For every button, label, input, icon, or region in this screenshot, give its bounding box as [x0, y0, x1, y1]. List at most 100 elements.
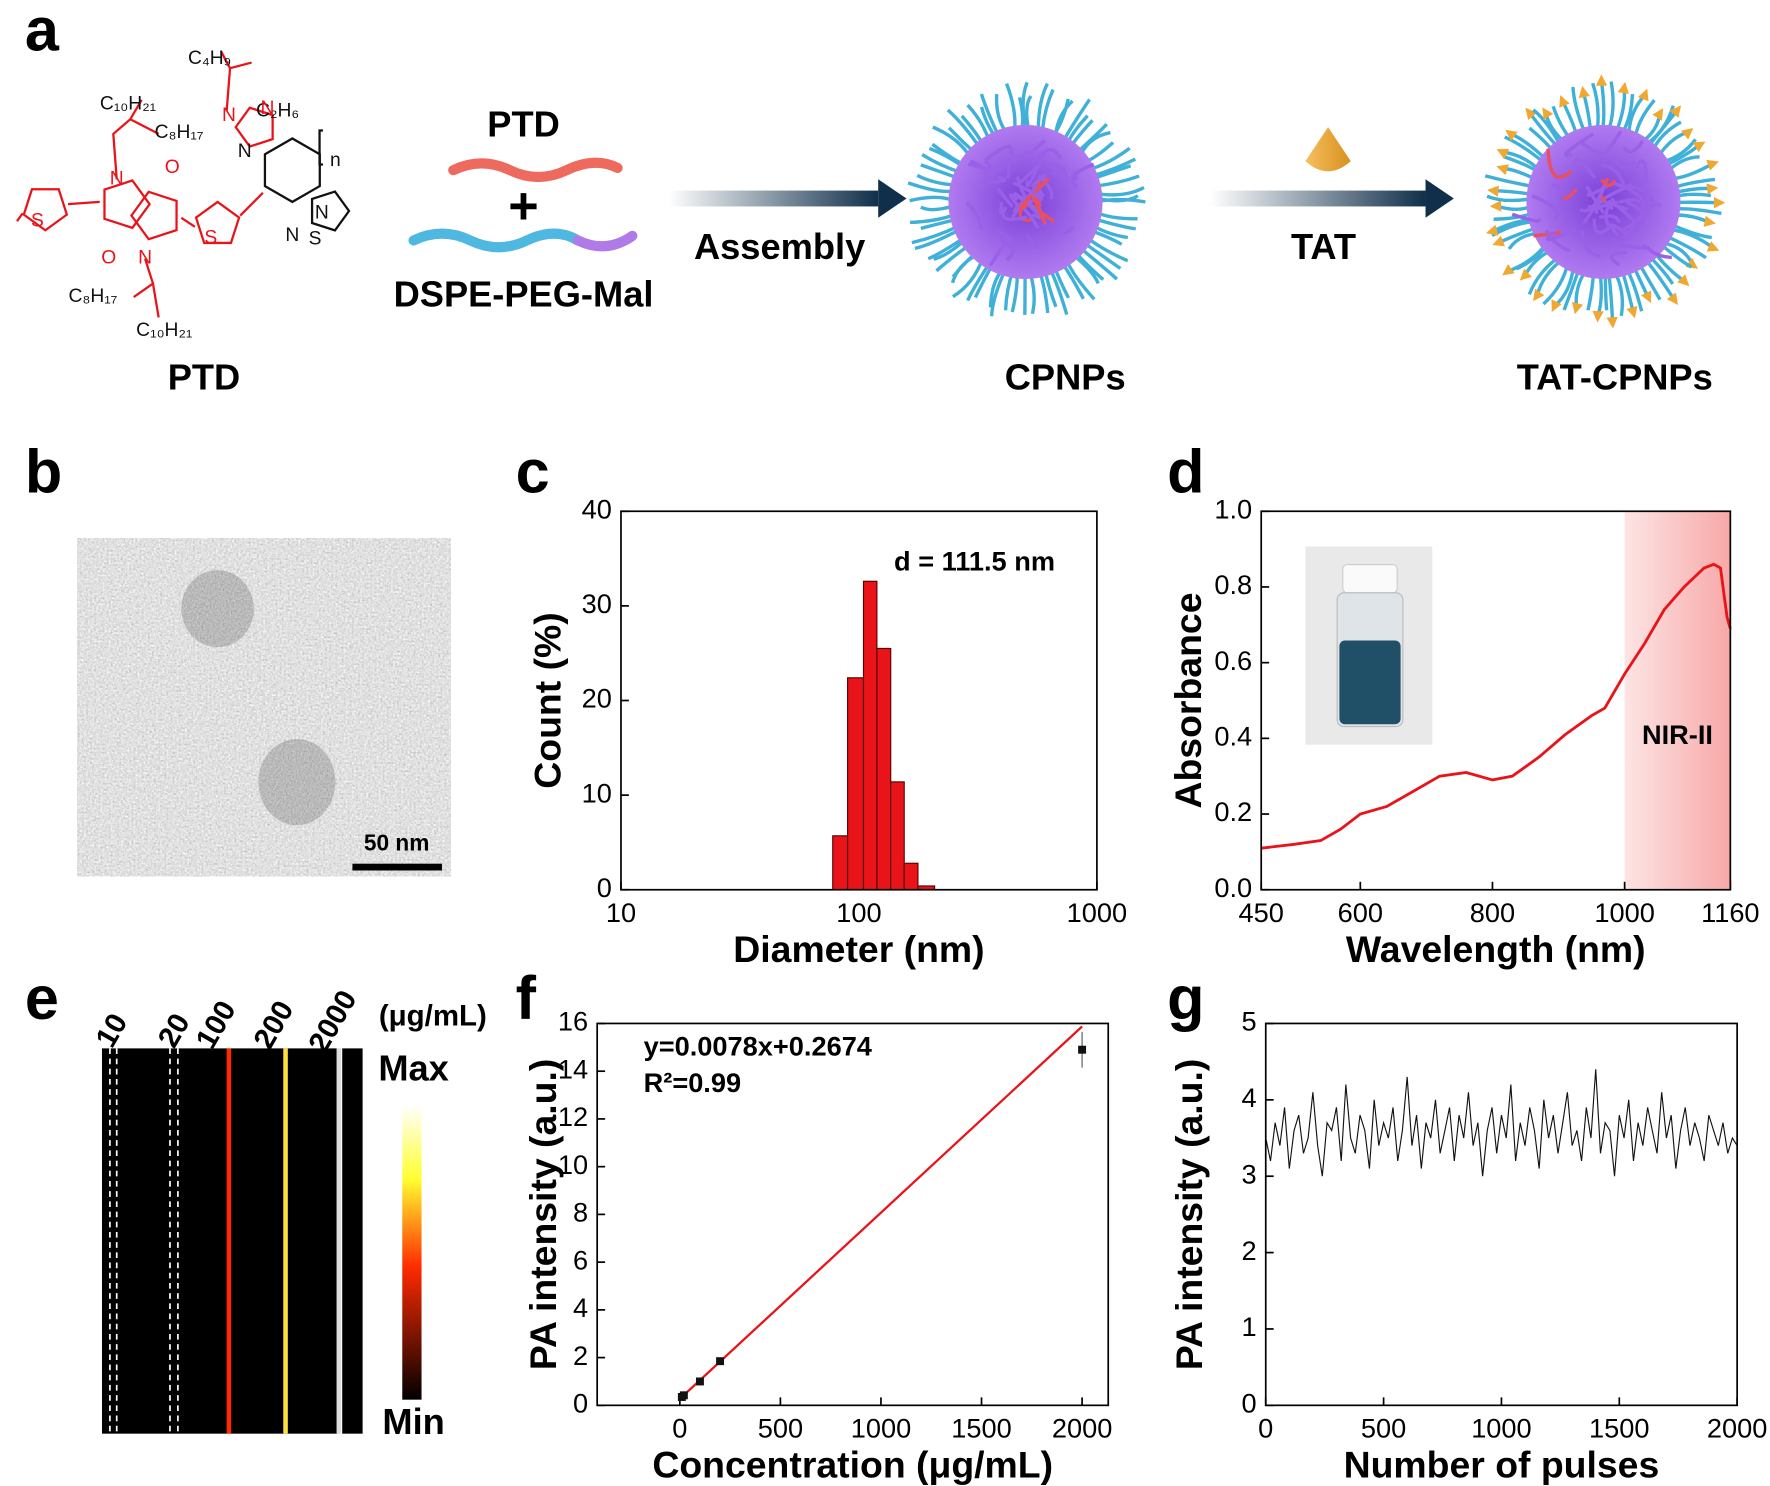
- label: Number of pulses: [1344, 1444, 1660, 1486]
- label: TAT-CPNPs: [1517, 356, 1713, 397]
- point: [679, 1391, 688, 1400]
- label: Count (%): [527, 612, 569, 788]
- core-strand: [996, 229, 1013, 243]
- label: N: [285, 225, 299, 246]
- tat-peptide: [1502, 264, 1515, 276]
- core-strand: [1626, 200, 1644, 223]
- point: [695, 1377, 704, 1386]
- label: N: [110, 168, 124, 189]
- core-strand: [1622, 139, 1645, 154]
- panel-label: e: [25, 964, 59, 1032]
- core-strand: [998, 201, 1004, 215]
- core-strand: [1033, 196, 1047, 225]
- core-strand: [1001, 206, 1028, 221]
- core-strand: [1618, 198, 1641, 204]
- y-tick-label: 0.4: [1214, 721, 1252, 752]
- label: Max: [378, 1048, 449, 1089]
- label: Concentration (μg/mL): [652, 1444, 1053, 1486]
- label: Assembly: [694, 226, 865, 267]
- line: [1261, 562, 1732, 850]
- x-tick-label: 600: [1338, 897, 1383, 928]
- y-tick-label: 6: [573, 1244, 588, 1275]
- core-strand: [1059, 224, 1076, 235]
- panel-label: f: [516, 964, 537, 1032]
- tat-peptide: [1713, 197, 1726, 209]
- peg-chain: [1606, 81, 1615, 133]
- panel-label: c: [516, 437, 550, 505]
- tat-peptide: [1706, 241, 1720, 252]
- x-tick-label: 1160: [1701, 897, 1759, 928]
- arrow: [1210, 190, 1426, 207]
- ring: [22, 188, 69, 232]
- core-strand: [1005, 156, 1011, 180]
- plot-frame: [1264, 1022, 1738, 1407]
- bond: [219, 50, 232, 112]
- core-strand: [1635, 202, 1662, 222]
- line: [1265, 1069, 1738, 1177]
- label: 2000: [302, 985, 363, 1058]
- y-tick-label: 8: [573, 1197, 588, 1228]
- core-strand: [989, 155, 1021, 177]
- x-tick-label: 0: [1258, 1412, 1273, 1443]
- label: Min: [382, 1401, 444, 1442]
- label: N: [222, 105, 236, 126]
- core-strand: [1050, 163, 1070, 184]
- peg-strand: [408, 228, 584, 253]
- core-strand: [1595, 130, 1623, 159]
- label: O: [101, 248, 116, 269]
- label: S: [309, 228, 322, 249]
- x-tick-label: 1500: [1589, 1412, 1649, 1443]
- tat-peptide: [1559, 95, 1570, 108]
- tat-peptide: [1505, 129, 1518, 142]
- label: y=0.0078x+0.2674: [644, 1031, 872, 1062]
- arrow-head: [1425, 179, 1454, 218]
- peg-chain: [1612, 270, 1625, 317]
- y-tick-label: 12: [558, 1101, 588, 1132]
- panel-label: d: [1167, 437, 1204, 505]
- core-strand: [1531, 194, 1559, 220]
- label: C₁₀H₂₁: [136, 320, 192, 341]
- core-strand: [1604, 197, 1615, 227]
- bar: [832, 835, 849, 891]
- core-strand: [983, 144, 1013, 163]
- core-strand: [1001, 242, 1016, 262]
- core-strand: [1625, 184, 1655, 203]
- bond: [129, 118, 160, 135]
- label: +: [508, 178, 538, 236]
- tat-peptide: [1551, 299, 1562, 313]
- core-strand: [1037, 174, 1054, 200]
- y-tick-label: 2: [573, 1340, 588, 1371]
- bond: [151, 283, 160, 318]
- peg-chain: [1673, 206, 1722, 216]
- label: DSPE-PEG-Mal: [394, 274, 654, 315]
- label: Wavelength (nm): [1346, 928, 1646, 970]
- x-tick-label: 100: [836, 897, 881, 928]
- bond: [16, 212, 24, 222]
- core-strand: [1580, 230, 1602, 258]
- tem-particle: [258, 739, 336, 826]
- bond: [67, 200, 100, 206]
- tat-peptide: [1626, 306, 1638, 319]
- bar: [847, 677, 865, 891]
- y-tick-label: 0.6: [1214, 645, 1252, 676]
- tat-peptide: [1706, 183, 1719, 195]
- label: NIR-II: [1642, 719, 1713, 750]
- tat-peptide: [1533, 288, 1545, 302]
- label: PTD: [487, 104, 560, 145]
- ring: [310, 190, 351, 232]
- tat-drop: [1305, 127, 1351, 172]
- x-tick-label: 450: [1239, 897, 1284, 928]
- panel-label: g: [1167, 964, 1204, 1032]
- tat-peptide: [1692, 141, 1706, 153]
- label: d = 111.5 nm: [894, 546, 1055, 577]
- label: Absorbance: [1167, 592, 1209, 808]
- tat-peptide: [1542, 107, 1554, 120]
- label: O: [165, 157, 180, 178]
- x-tick-label: 2000: [1707, 1412, 1767, 1443]
- tat-peptide: [1706, 159, 1719, 171]
- peg-chain: [909, 195, 956, 203]
- label: PA intensity (a.u.): [1168, 1059, 1210, 1370]
- ptd-strand: [448, 157, 623, 183]
- peg-chain: [1599, 80, 1606, 132]
